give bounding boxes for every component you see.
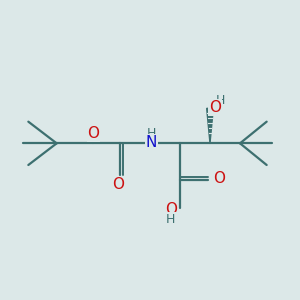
Text: O: O xyxy=(209,100,221,115)
Polygon shape xyxy=(207,108,213,143)
Text: H: H xyxy=(216,94,225,106)
Text: O: O xyxy=(87,127,99,142)
Text: O: O xyxy=(112,177,124,192)
Text: N: N xyxy=(146,135,158,150)
Text: H: H xyxy=(166,212,175,226)
Text: O: O xyxy=(165,202,177,217)
Text: O: O xyxy=(213,171,225,186)
Text: H: H xyxy=(147,127,156,140)
